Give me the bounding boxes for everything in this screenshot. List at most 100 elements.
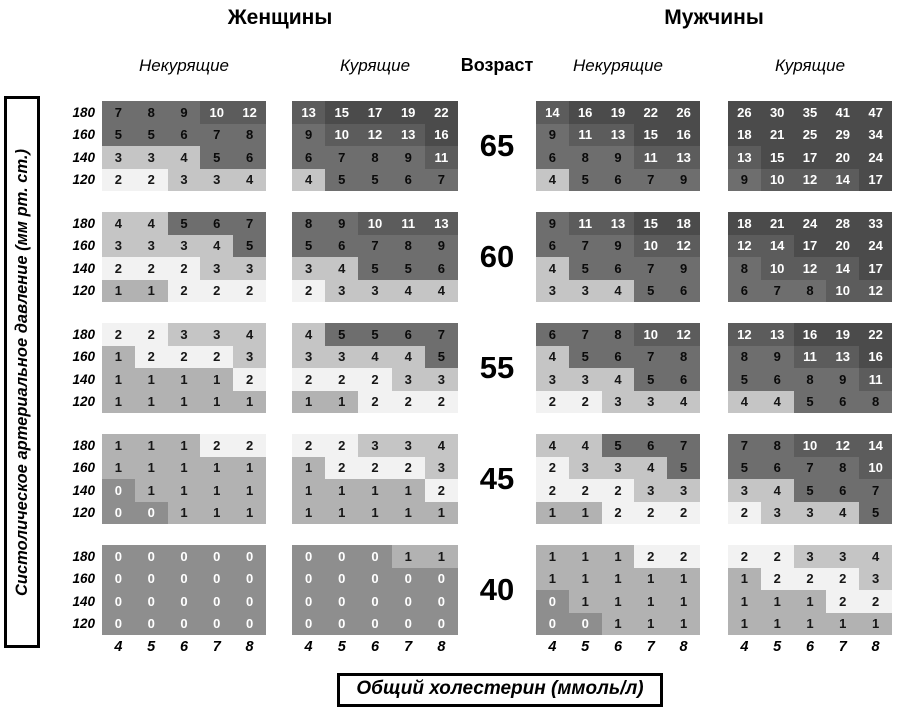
risk-cell: 0	[424, 567, 458, 590]
risk-cell: 2	[200, 434, 234, 457]
risk-cell: 5	[358, 168, 392, 191]
risk-cell: 4	[200, 234, 234, 257]
risk-cell: 3	[200, 257, 234, 280]
risk-cell: 1	[325, 479, 359, 502]
risk-cell: 4	[601, 279, 635, 302]
risk-cell: 1	[292, 390, 326, 413]
risk-cell: 1	[568, 567, 602, 590]
risk-cell: 2	[134, 168, 168, 191]
risk-cell: 4	[292, 168, 326, 191]
risk-cell: 3	[134, 146, 168, 169]
risk-cell: 2	[325, 368, 359, 391]
age-header: Возраст	[460, 55, 534, 75]
risk-cell: 24	[793, 212, 827, 235]
sbp-axis-labels: 180 160 140 120	[60, 101, 102, 191]
sbp-tick-label: 180	[72, 104, 95, 120]
risk-cell: 7	[793, 456, 827, 479]
risk-cell: 21	[760, 123, 794, 146]
risk-cell: 24	[859, 234, 892, 257]
age-group-65: 180 160 140 120 7 8 9 10 12 5 5 6 7 8 3 3 4 5 6 2 2 3 3 4 13 15 17…	[60, 101, 892, 191]
risk-cell: 1	[634, 612, 668, 635]
risk-cell: 3	[167, 323, 201, 346]
risk-cell: 1	[634, 567, 668, 590]
risk-cell: 3	[760, 501, 794, 524]
risk-cell: 1	[200, 501, 234, 524]
risk-cell: 34	[859, 123, 892, 146]
risk-cell: 6	[424, 257, 458, 280]
risk-cell: 8	[358, 146, 392, 169]
risk-cell: 0	[167, 590, 201, 613]
risk-cell: 2	[667, 501, 700, 524]
risk-cell: 1	[826, 612, 860, 635]
risk-cell: 1	[536, 567, 569, 590]
risk-cell: 1	[568, 590, 602, 613]
risk-cell: 2	[728, 501, 761, 524]
risk-cell: 47	[859, 101, 892, 124]
risk-block-women-smoking-age-60: 8 9 10 11 13 5 6 7 8 9 3 4 5 5 6 2 3 3 4 4	[292, 212, 458, 302]
risk-cell: 12	[667, 323, 700, 346]
risk-cell: 0	[233, 545, 266, 568]
risk-cell: 13	[424, 212, 458, 235]
risk-cell: 3	[102, 146, 135, 169]
women-smokers-header: Курящие	[339, 56, 411, 75]
risk-cell: 3	[634, 479, 668, 502]
risk-cell: 2	[102, 168, 135, 191]
risk-cell: 3	[424, 456, 458, 479]
risk-cell: 0	[134, 501, 168, 524]
risk-cell: 12	[233, 101, 266, 124]
risk-cell: 10	[634, 234, 668, 257]
risk-cell: 2	[667, 545, 700, 568]
risk-cell: 2	[793, 567, 827, 590]
risk-cell: 1	[233, 479, 266, 502]
sbp-tick-label: 140	[72, 593, 95, 609]
risk-cell: 5	[102, 123, 135, 146]
cholesterol-ticks: 4 5 6 7 8	[292, 639, 458, 655]
risk-cell: 6	[760, 368, 794, 391]
risk-cell: 20	[826, 234, 860, 257]
risk-cell: 6	[536, 234, 569, 257]
risk-cell: 4	[634, 456, 668, 479]
risk-cell: 33	[859, 212, 892, 235]
cholesterol-tick-label: 5	[147, 639, 156, 655]
risk-cell: 12	[859, 279, 892, 302]
risk-cell: 1	[536, 501, 569, 524]
risk-cell: 2	[536, 456, 569, 479]
risk-cell: 13	[826, 345, 860, 368]
risk-cell: 0	[292, 612, 326, 635]
risk-cell: 10	[826, 279, 860, 302]
sbp-tick-label: 160	[72, 460, 95, 476]
risk-cell: 13	[760, 323, 794, 346]
risk-cell: 2	[536, 479, 569, 502]
risk-cell: 10	[200, 101, 234, 124]
risk-cell: 3	[102, 234, 135, 257]
risk-cell: 0	[102, 567, 135, 590]
risk-cell: 1	[167, 368, 201, 391]
risk-cell: 3	[568, 456, 602, 479]
risk-block-men-smoking-age-60: 18 21 24 28 33 12 14 17 20 24 8 10 12 14 17 6 7 8 10 12	[728, 212, 892, 302]
risk-cell: 0	[134, 567, 168, 590]
risk-cell: 17	[358, 101, 392, 124]
risk-cell: 12	[728, 323, 761, 346]
risk-cell: 5	[391, 257, 425, 280]
risk-cell: 0	[325, 545, 359, 568]
risk-cell: 12	[728, 234, 761, 257]
risk-cell: 19	[826, 323, 860, 346]
cholesterol-tick-label: 5	[337, 639, 346, 655]
risk-cell: 0	[325, 567, 359, 590]
risk-cell: 0	[325, 612, 359, 635]
x-axis-label-box: Общий холестерин (ммоль/л)	[337, 673, 663, 707]
risk-cell: 15	[325, 101, 359, 124]
sbp-axis-labels: 180 160 140 120	[60, 323, 102, 413]
risk-cell: 3	[391, 434, 425, 457]
risk-block-men-nonsmoking-age-65: 14 16 19 22 26 9 11 13 15 16 6 8 9 11 13 4 5 6 7 9	[536, 101, 700, 191]
risk-cell: 0	[200, 590, 234, 613]
risk-cell: 3	[793, 545, 827, 568]
risk-cell: 11	[391, 212, 425, 235]
cholesterol-tick-label: 5	[773, 639, 782, 655]
risk-cell: 3	[358, 434, 392, 457]
risk-cell: 5	[568, 168, 602, 191]
risk-cell: 0	[233, 590, 266, 613]
risk-cell: 3	[536, 368, 569, 391]
cholesterol-tick-label: 4	[548, 639, 557, 655]
